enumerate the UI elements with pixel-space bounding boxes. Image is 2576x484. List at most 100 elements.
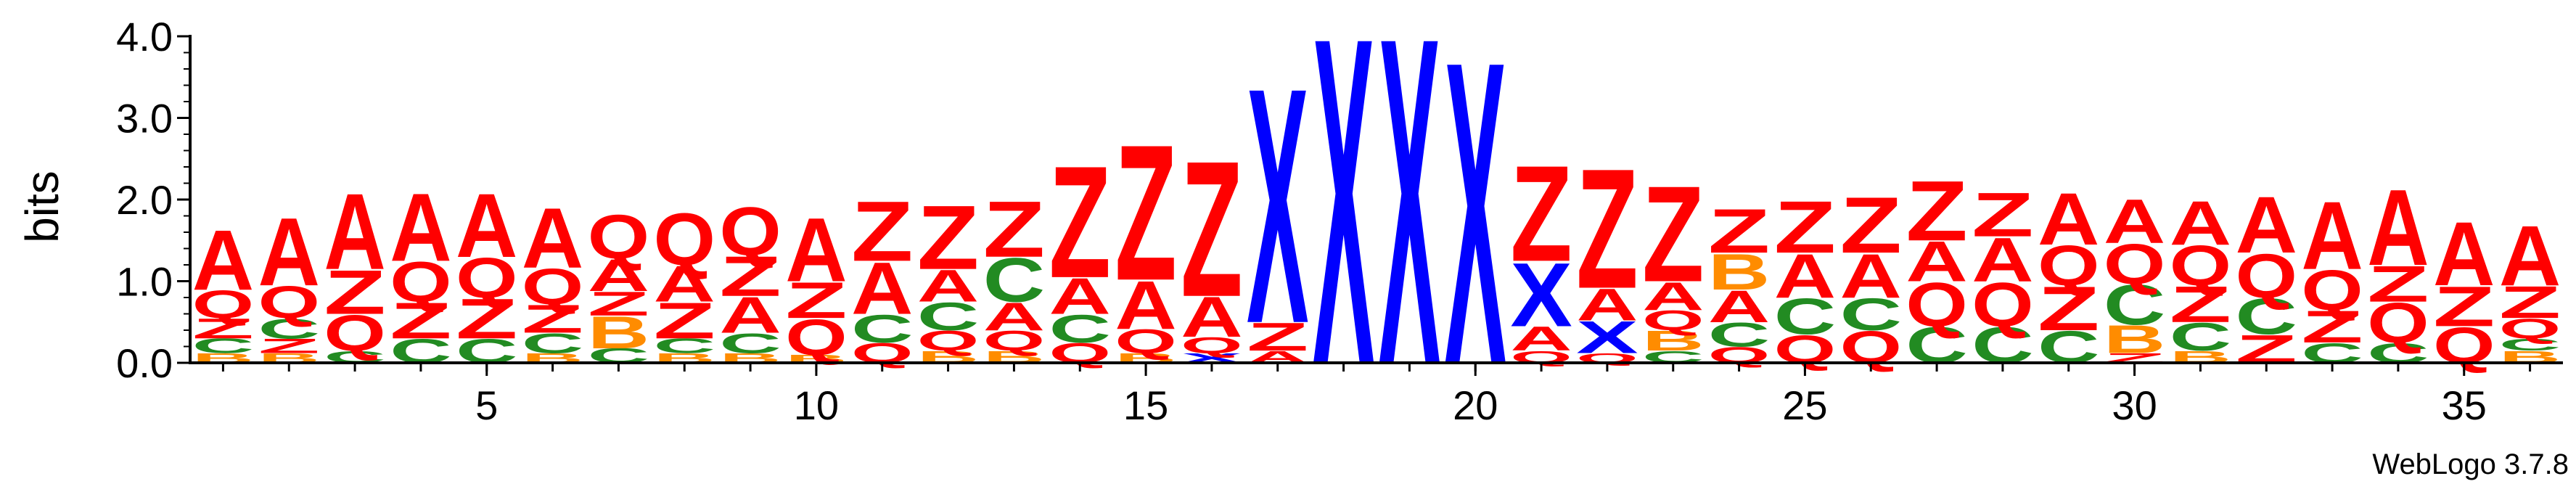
glyph-A: A (390, 173, 451, 282)
glyph-A: A (1049, 268, 1111, 325)
glyph-Z: Z (456, 287, 517, 351)
glyph-Z: Z (719, 245, 781, 308)
glyph-X: X (1510, 243, 1572, 345)
glyph-Z: Z (1642, 158, 1704, 311)
glyph-A: A (2433, 203, 2495, 305)
glyph-A: A (1840, 241, 1902, 311)
glyph-C: C (654, 335, 715, 358)
glyph-Q: Q (2301, 259, 2363, 322)
glyph-Z: Z (2301, 301, 2363, 352)
glyph-C: C (719, 327, 781, 359)
glyph-A: A (2104, 186, 2165, 256)
glyph-C: C (1840, 290, 1902, 340)
glyph-Z: Z (1049, 134, 1111, 312)
glyph-A: A (588, 250, 649, 301)
glyph-Q: Q (1972, 270, 2033, 340)
glyph-Z: Z (983, 184, 1045, 274)
glyph-A: A (258, 197, 320, 305)
glyph-Q: Q (192, 282, 254, 327)
glyph-A: A (1642, 274, 1704, 318)
glyph-Q: Q (2499, 313, 2561, 345)
glyph-Z: Z (192, 313, 254, 345)
glyph-C: C (1049, 306, 1111, 350)
glyph-Q: Q (983, 325, 1045, 357)
glyph-Q: Q (522, 258, 583, 316)
glyph-C: C (851, 306, 913, 350)
x-tick-label: 10 (794, 382, 839, 428)
x-tick-label: 35 (2442, 382, 2487, 428)
glyph-Q: Q (2104, 233, 2165, 296)
glyph-C: C (2236, 288, 2297, 345)
glyph-A: A (851, 247, 913, 330)
glyph-A: A (192, 213, 254, 308)
y-tick-label: 1.0 (116, 259, 173, 305)
glyph-X: X (1313, 0, 1375, 462)
glyph-A: A (2499, 208, 2561, 304)
glyph-Q: Q (456, 247, 517, 310)
glyph-A: A (2170, 187, 2231, 258)
glyph-C: C (2104, 274, 2165, 337)
glyph-A: A (2038, 178, 2099, 261)
glyph-Z: Z (2170, 276, 2231, 334)
glyph-A: A (456, 174, 517, 276)
glyph-A: A (1181, 286, 1242, 350)
glyph-B: B (1708, 243, 1770, 300)
weblogo-credit: WebLogo 3.7.8 (2372, 448, 2569, 480)
glyph-Q: Q (1115, 322, 1176, 360)
glyph-Q: Q (785, 308, 847, 366)
glyph-A: A (1576, 279, 1638, 330)
glyph-A: A (522, 191, 583, 287)
glyph-Z: Z (2367, 255, 2429, 313)
y-tick-label: 0.0 (116, 340, 173, 386)
x-tick-label: 5 (475, 382, 498, 428)
glyph-Z: Z (917, 187, 979, 289)
glyph-Z: Z (2038, 274, 2099, 344)
glyph-Q: Q (1642, 305, 1704, 337)
y-tick-label: 4.0 (116, 14, 173, 60)
glyph-Q: Q (1906, 270, 1967, 340)
axes: 0.0 1.0 2.0 3.0 4.0 5 10 15 20 25 30 35 (116, 14, 2563, 428)
glyph-Q: Q (2367, 292, 2429, 355)
glyph-B: B (2104, 317, 2165, 361)
glyph-Z: Z (1510, 138, 1572, 290)
glyph-Q: Q (654, 198, 715, 281)
glyph-C: C (2170, 315, 2231, 359)
glyph-B: B (1642, 324, 1704, 356)
glyph-C: C (917, 294, 979, 338)
glyph-A: A (1774, 241, 1836, 311)
glyph-Q: Q (719, 193, 781, 270)
y-tick-label: 2.0 (116, 177, 173, 223)
glyph-Z: Z (324, 257, 385, 327)
glyph-C: C (522, 327, 583, 359)
glyph-Z: Z (1840, 180, 1902, 269)
glyph-B: B (588, 307, 649, 358)
glyph-A: A (917, 261, 979, 311)
glyph-Z: Z (1247, 314, 1308, 359)
glyph-A: A (785, 199, 847, 300)
glyph-Z: Z (1972, 180, 2033, 250)
glyph-Q: Q (390, 251, 451, 314)
glyph-Q: Q (917, 325, 979, 357)
glyph-X: X (1247, 18, 1309, 394)
glyph-A: A (654, 255, 715, 313)
glyph-X: X (1379, 0, 1441, 462)
y-tick-label: 3.0 (116, 96, 173, 141)
glyph-C: C (258, 313, 320, 345)
glyph-Z: Z (1708, 196, 1770, 266)
glyph-A: A (1115, 266, 1176, 343)
glyph-Q: Q (2236, 241, 2297, 311)
glyph-A: A (983, 294, 1045, 338)
glyph-A: A (1510, 320, 1572, 358)
x-tick-label: 15 (1123, 382, 1168, 428)
glyph-Z: Z (1181, 121, 1242, 337)
glyph-Z: Z (1115, 105, 1176, 321)
glyph-Z: Z (522, 297, 583, 342)
glyph-X: X (1576, 312, 1638, 363)
glyph-C: C (1774, 288, 1836, 345)
glyph-Z: Z (2499, 276, 2561, 327)
x-tick-label: 30 (2112, 382, 2157, 428)
glyph-Q: Q (258, 276, 320, 327)
glyph-Z: Z (1774, 186, 1836, 268)
glyph-C: C (983, 245, 1045, 315)
glyph-C: C (192, 335, 254, 358)
